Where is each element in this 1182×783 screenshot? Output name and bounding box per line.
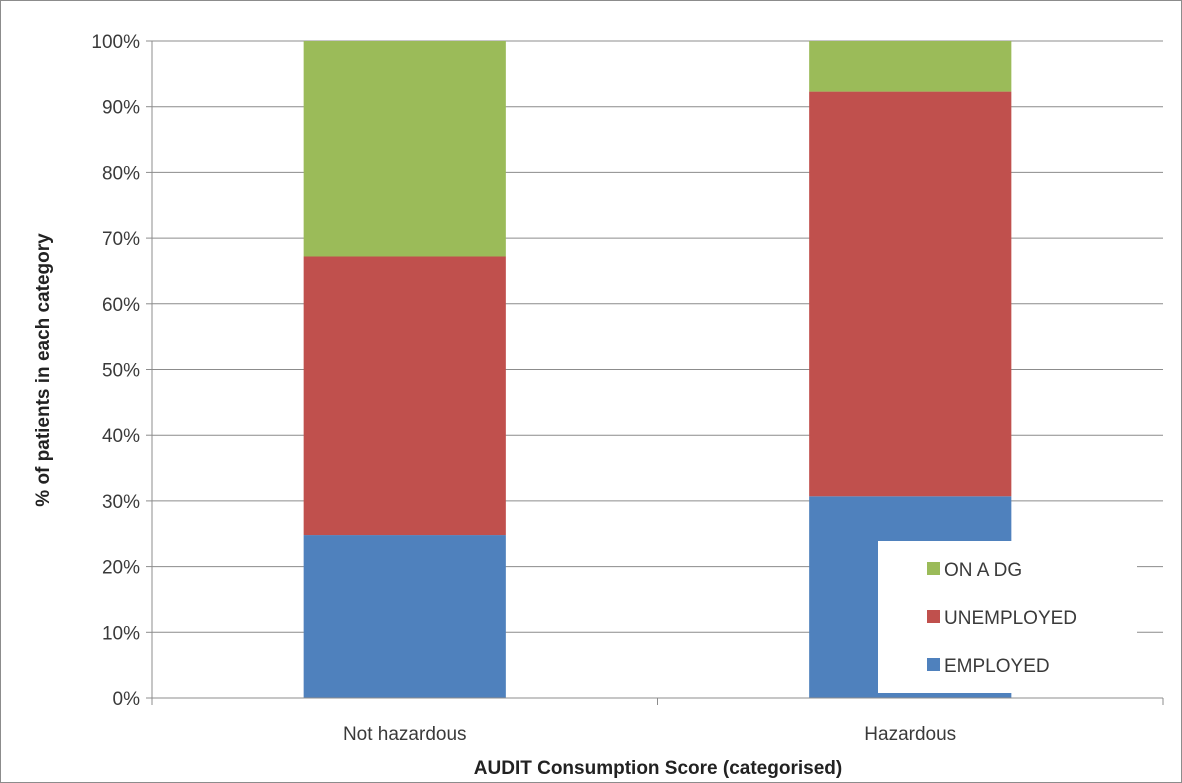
legend-box <box>878 541 1137 693</box>
bar-on-a-dg-hazardous <box>809 41 1012 92</box>
legend-swatch <box>927 610 940 623</box>
bar-on-a-dg-not-hazardous <box>303 41 506 257</box>
y-tick-label: 20% <box>102 558 140 579</box>
y-tick-label: 0% <box>113 689 141 710</box>
legend-label: UNEMPLOYED <box>944 608 1077 629</box>
legend-swatch <box>927 562 940 575</box>
bar-unemployed-hazardous <box>809 91 1012 497</box>
legend-swatch <box>927 658 940 671</box>
x-tick-label: Not hazardous <box>343 724 467 745</box>
y-tick-label: 50% <box>102 361 140 382</box>
y-tick-label: 80% <box>102 163 140 184</box>
y-tick-label: 100% <box>91 32 140 53</box>
x-axis-tick-labels: Not hazardous Hazardous <box>343 724 956 745</box>
y-tick-label: 30% <box>102 492 140 513</box>
y-tick-label: 70% <box>102 229 140 250</box>
y-tick-label: 60% <box>102 295 140 316</box>
axes <box>146 40 1164 705</box>
bar-unemployed-not-hazardous <box>303 256 506 536</box>
y-tick-label: 90% <box>102 98 140 119</box>
y-tick-label: 40% <box>102 426 140 447</box>
legend-label: EMPLOYED <box>944 656 1050 677</box>
bar-employed-not-hazardous <box>303 535 506 698</box>
x-tick-label: Hazardous <box>864 724 956 745</box>
y-tick-label: 10% <box>102 623 140 644</box>
x-axis-title: AUDIT Consumption Score (categorised) <box>474 758 842 779</box>
legend-label: ON A DG <box>944 560 1022 581</box>
y-axis-tick-labels: 0% 10% 20% 30% 40% 50% 60% 70% 80% 90% 100% <box>91 32 140 710</box>
y-axis-title: % of patients in each category <box>33 233 54 507</box>
legend: ON A DG UNEMPLOYED EMPLOYED <box>878 541 1137 693</box>
